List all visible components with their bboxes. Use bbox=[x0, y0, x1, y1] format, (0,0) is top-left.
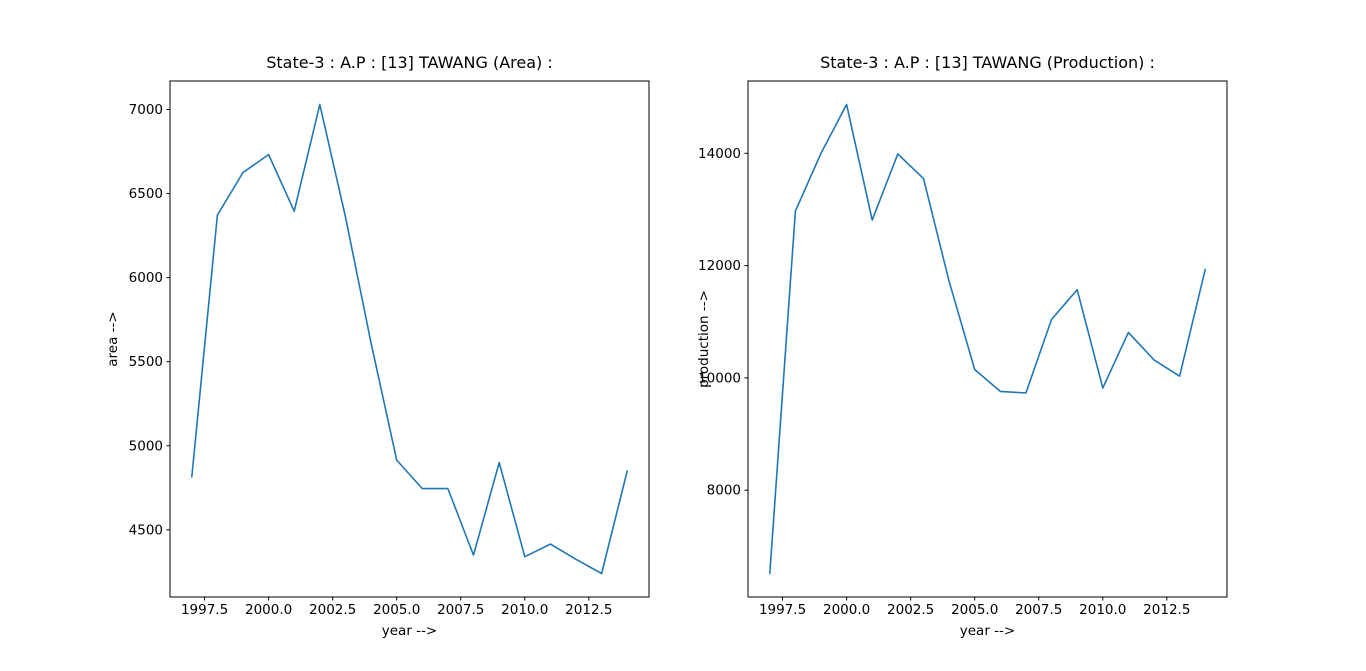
plot-frame bbox=[169, 80, 650, 598]
x-tick-label: 2007.5 bbox=[1015, 602, 1062, 618]
y-tick-label: 12000 bbox=[698, 258, 741, 274]
x-tick-label: 2012.5 bbox=[565, 602, 612, 618]
x-tick-label: 1997.5 bbox=[181, 602, 228, 618]
x-tick-label: 2007.5 bbox=[437, 602, 484, 618]
y-tick-label: 5000 bbox=[129, 438, 163, 454]
x-tick-label: 2005.0 bbox=[951, 602, 998, 618]
x-tick-label: 2000.0 bbox=[823, 602, 870, 618]
x-tick-label: 2000.0 bbox=[245, 602, 292, 618]
area-chart: 1997.5 2000.0 2002.5 2005.0 2007.5 2010.0 2012… bbox=[129, 80, 650, 618]
x-tick-label: 2002.5 bbox=[309, 602, 356, 618]
x-tick-label: 1997.5 bbox=[759, 602, 806, 618]
y-tick-label: 4500 bbox=[129, 522, 163, 538]
production-chart-series-line bbox=[768, 103, 1206, 575]
y-tick-label: 6500 bbox=[129, 186, 163, 202]
area-chart-series-line bbox=[191, 103, 629, 575]
production-chart-title: State-3 : A.P : [13] TAWANG (Production)… bbox=[820, 53, 1155, 72]
y-tick-label: 8000 bbox=[707, 483, 741, 499]
x-tick-label: 2002.5 bbox=[887, 602, 934, 618]
area-chart-title: State-3 : A.P : [13] TAWANG (Area) : bbox=[266, 53, 553, 72]
production-chart: 1997.5 2000.0 2002.5 2005.0 2007.5 2010.0 2012… bbox=[698, 80, 1228, 618]
x-tick-label: 2010.0 bbox=[1079, 602, 1126, 618]
x-tick-label: 2012.5 bbox=[1143, 602, 1190, 618]
y-tick-label: 7000 bbox=[129, 102, 163, 118]
production-chart-ylabel: production --> bbox=[696, 290, 712, 388]
x-tick-label: 2010.0 bbox=[501, 602, 548, 618]
production-chart-xlabel: year --> bbox=[959, 623, 1016, 639]
area-chart-ylabel: area --> bbox=[105, 311, 121, 367]
y-tick-label: 5500 bbox=[129, 354, 163, 370]
y-tick-label: 14000 bbox=[698, 146, 741, 162]
y-tick-label: 6000 bbox=[129, 270, 163, 286]
x-tick-label: 2005.0 bbox=[373, 602, 420, 618]
area-chart-xlabel: year --> bbox=[381, 623, 438, 639]
y-tick-label: 10000 bbox=[698, 370, 741, 386]
plot-frame bbox=[747, 80, 1228, 598]
